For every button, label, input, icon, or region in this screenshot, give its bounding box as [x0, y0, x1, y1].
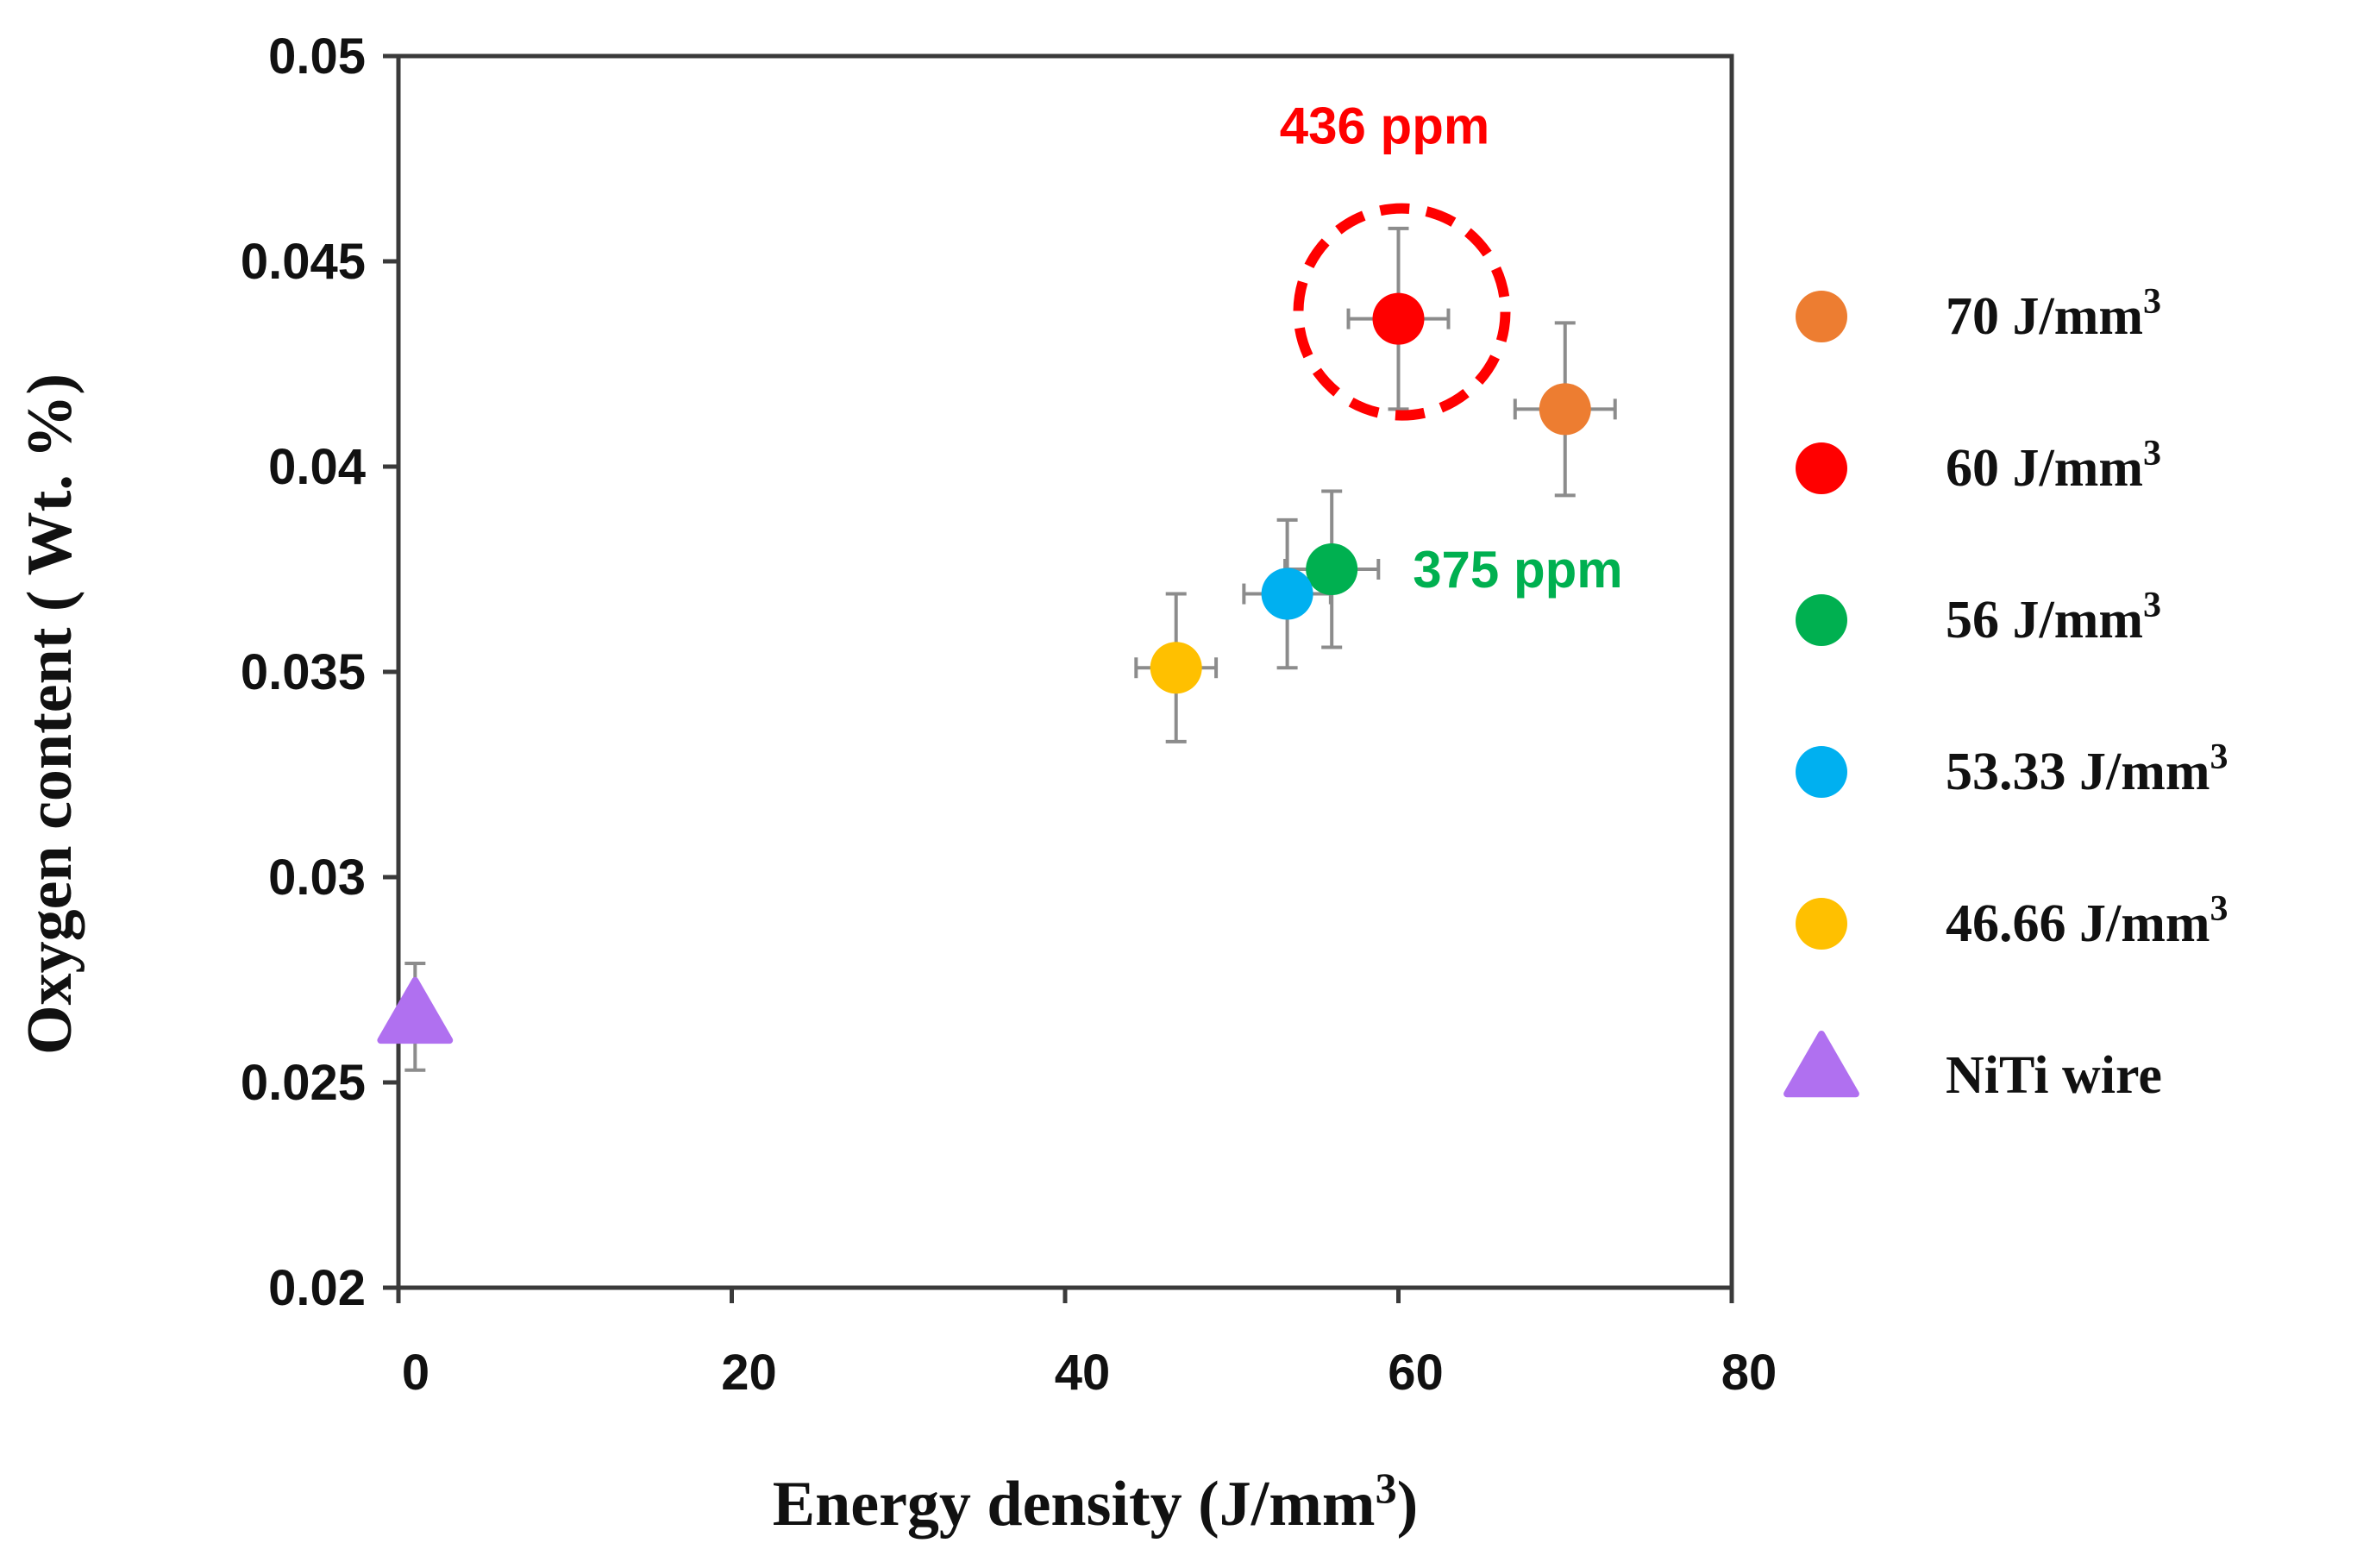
y-tick-label: 0.025 — [241, 1055, 366, 1111]
legend-label: NiTi wire — [1946, 1046, 2162, 1105]
data-point — [1150, 642, 1202, 694]
y-tick-label: 0.045 — [241, 234, 366, 290]
y-tick-labels: 0.02 0.025 0.03 0.035 0.04 0.045 0.05 — [241, 28, 366, 1316]
legend-item: 56 J/mm3 — [1796, 586, 2161, 649]
legend-label: 56 J/mm3 — [1946, 586, 2161, 649]
data-point — [1372, 292, 1425, 345]
legend-marker — [1796, 898, 1847, 950]
legend-label: 46.66 J/mm3 — [1946, 889, 2228, 953]
legend-marker — [1783, 1031, 1859, 1098]
data-point — [1539, 383, 1591, 436]
annotations: 436 ppm 375 ppm — [1280, 97, 1623, 599]
data-markers — [377, 292, 1591, 1044]
data-point — [1261, 568, 1313, 620]
legend-item: 46.66 J/mm3 — [1796, 889, 2228, 953]
x-tick-label: 40 — [1055, 1345, 1111, 1401]
x-tick-label: 0 — [402, 1345, 429, 1401]
y-tick-label: 0.05 — [268, 28, 366, 85]
legend-item: NiTi wire — [1783, 1031, 2162, 1105]
highlight-ring — [1293, 203, 1511, 421]
x-tick-label: 80 — [1721, 1345, 1777, 1401]
data-point — [377, 976, 454, 1044]
plot-axes — [383, 53, 1734, 1303]
legend-marker — [1796, 442, 1847, 494]
legend-marker — [1796, 594, 1847, 646]
data-point — [1306, 543, 1358, 595]
annotation-label: 375 ppm — [1413, 541, 1622, 599]
x-tick-labels: 0 20 40 60 80 — [402, 1345, 1777, 1401]
y-tick-label: 0.03 — [268, 850, 366, 906]
legend-label: 70 J/mm3 — [1946, 282, 2161, 346]
legend-item: 60 J/mm3 — [1796, 434, 2161, 498]
annotation-label: 436 ppm — [1280, 97, 1489, 155]
y-axis-title: Oxygen content ( Wt. %) — [15, 373, 85, 1055]
error-bars — [404, 226, 1617, 1072]
y-tick-label: 0.02 — [268, 1260, 366, 1316]
legend-marker — [1796, 291, 1847, 342]
y-tick-label: 0.035 — [241, 644, 366, 700]
legend-marker — [1796, 746, 1847, 798]
legend: 70 J/mm3 60 J/mm3 56 J/mm3 53.33 J/mm3 46.66… — [1783, 282, 2228, 1105]
x-axis-title: Energy density (J/mm3) — [773, 1464, 1419, 1540]
legend-label: 53.33 J/mm3 — [1946, 737, 2228, 801]
legend-label: 60 J/mm3 — [1946, 434, 2161, 498]
legend-item: 53.33 J/mm3 — [1796, 737, 2228, 801]
plot-frame — [396, 53, 1734, 1290]
x-tick-label: 60 — [1388, 1345, 1444, 1401]
legend-item: 70 J/mm3 — [1796, 282, 2161, 346]
x-tick-label: 20 — [721, 1345, 777, 1401]
y-tick-label: 0.04 — [268, 439, 366, 495]
